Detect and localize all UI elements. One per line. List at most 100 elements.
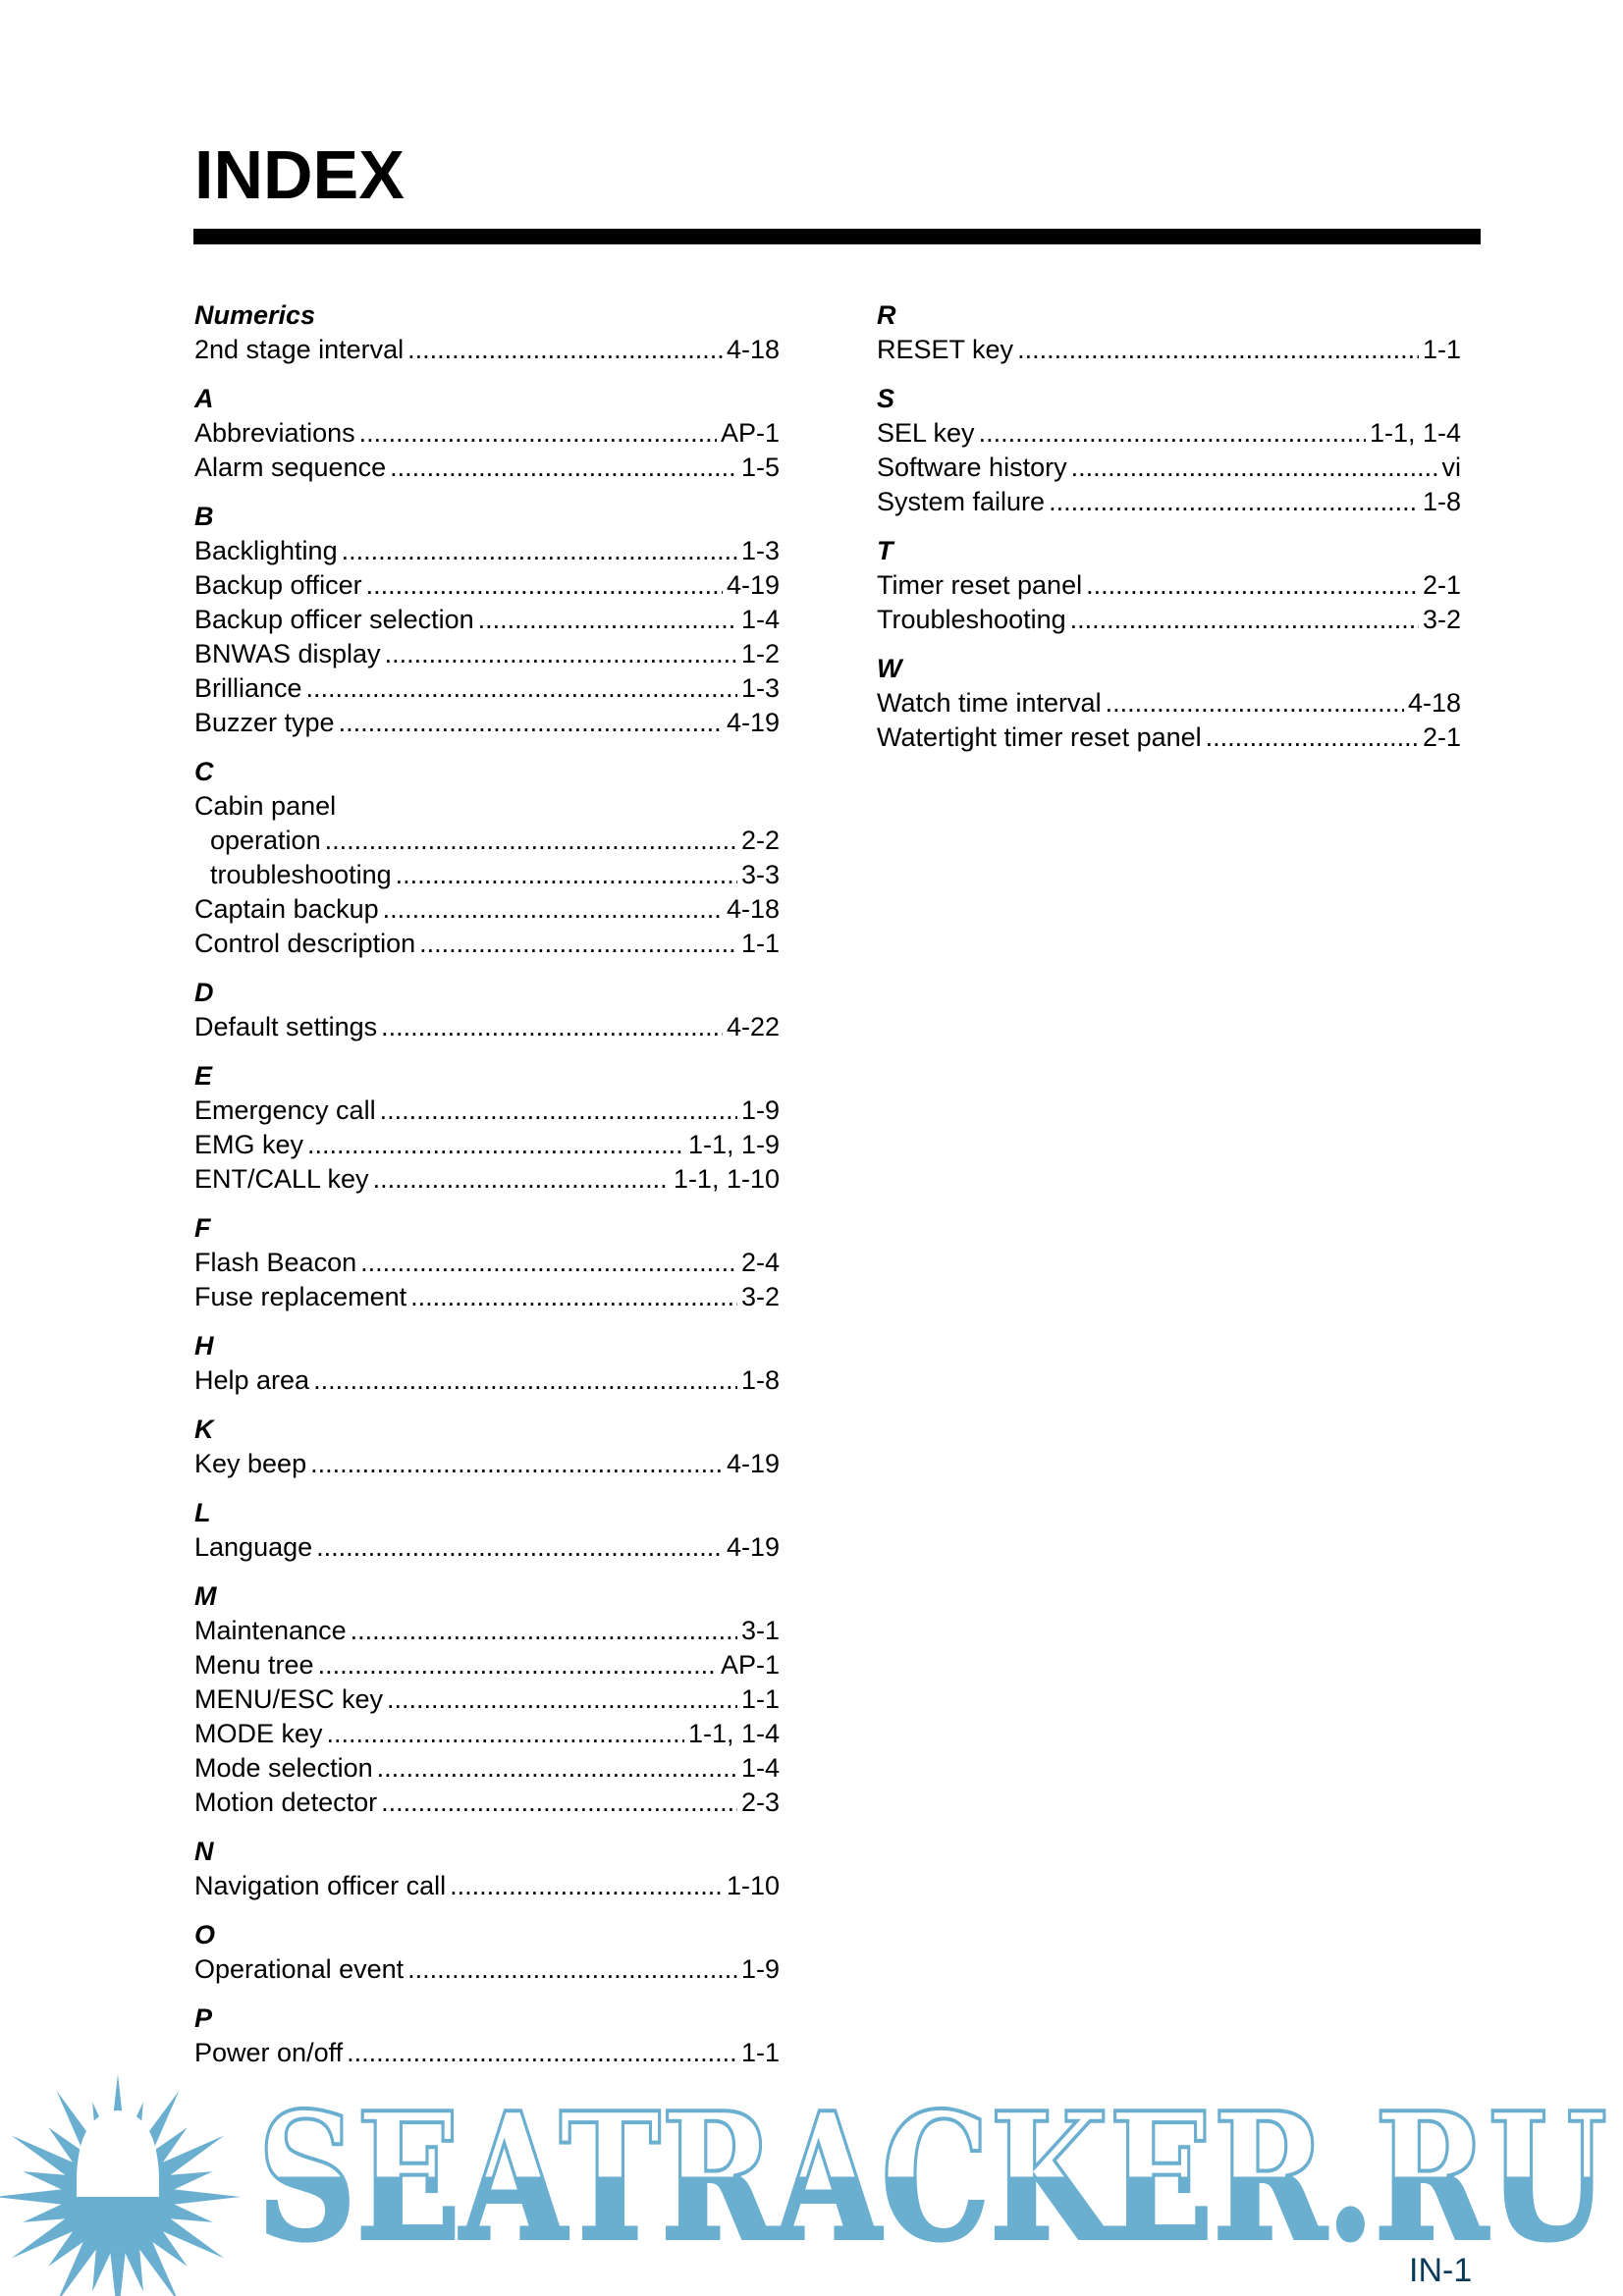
dot-leader [407, 333, 723, 367]
index-entry: Emergency call 1-9 [194, 1094, 780, 1128]
dot-leader [381, 1010, 723, 1044]
index-group: Numerics 2nd stage interval 4-18 [194, 298, 780, 367]
dot-leader [373, 1162, 670, 1197]
index-entry: Navigation officer call 1-10 [194, 1869, 780, 1903]
index-group: L Language 4-19 [194, 1496, 780, 1565]
index-letter-heading: F [194, 1213, 211, 1243]
index-letter-heading: N [194, 1837, 214, 1866]
dot-leader [325, 824, 737, 858]
index-page-ref: 4-19 [726, 570, 780, 600]
dot-leader [342, 534, 737, 568]
index-entry: BNWAS display 1-2 [194, 637, 780, 671]
index-term: Flash Beacon [194, 1248, 357, 1277]
index-term: Software history [877, 453, 1067, 482]
dot-leader [979, 416, 1366, 451]
index-entry: Watch time interval 4-18 [877, 686, 1461, 721]
index-letter-heading: B [194, 502, 214, 531]
index-entry: MENU/ESC key 1-1 [194, 1682, 780, 1717]
index-entry: Troubleshooting 3-2 [877, 603, 1461, 637]
dot-leader [1071, 451, 1438, 485]
index-page-ref: 4-19 [726, 708, 780, 737]
index-page-ref: 1-1 [740, 2038, 780, 2067]
index-page-ref: 1-1, 1-4 [1369, 418, 1461, 448]
dot-leader [1017, 333, 1419, 367]
dot-leader [1070, 603, 1419, 637]
index-page-ref: AP-1 [720, 1650, 780, 1680]
index-page-ref: 4-18 [1407, 688, 1461, 718]
index-group: H Help area 1-8 [194, 1329, 780, 1398]
index-page-ref: 1-1, 1-9 [687, 1130, 780, 1159]
dot-leader [327, 1717, 684, 1751]
index-term: MODE key [194, 1719, 323, 1748]
dot-leader [360, 1246, 737, 1280]
index-term: RESET key [877, 335, 1014, 364]
index-page-ref: 4-22 [726, 1012, 780, 1041]
index-entry: ENT/CALL key 1-1, 1-10 [194, 1162, 780, 1197]
index-page-ref: 2-1 [1422, 570, 1461, 600]
index-term: Buzzer type [194, 708, 335, 737]
index-entry: System failure 1-8 [877, 485, 1461, 519]
index-term: Motion detector [194, 1788, 378, 1817]
index-term: Key beep [194, 1449, 307, 1478]
index-term: System failure [877, 487, 1046, 516]
index-entry: Captain backup 4-18 [194, 892, 780, 927]
index-page-ref: 2-3 [740, 1788, 780, 1817]
index-page-ref: 4-18 [726, 335, 780, 364]
index-page-ref: 1-1, 1-4 [687, 1719, 780, 1748]
index-group: N Navigation officer call 1-10 [194, 1835, 780, 1903]
index-page-ref: 3-2 [1422, 605, 1461, 634]
index-page-ref: 1-4 [740, 605, 780, 634]
index-entry: Operational event 1-9 [194, 1952, 780, 1987]
index-letter-heading: C [194, 757, 214, 786]
dot-leader [396, 858, 737, 892]
index-entry: Software history vi [877, 451, 1461, 485]
index-page-ref: 2-4 [740, 1248, 780, 1277]
index-page-ref: 1-5 [740, 453, 780, 482]
dot-leader [387, 1682, 737, 1717]
dot-leader [410, 1280, 737, 1314]
index-entry: Timer reset panel 2-1 [877, 568, 1461, 603]
title-rule [193, 229, 1481, 244]
index-entry: Control description 1-1 [194, 927, 780, 961]
index-term: Maintenance [194, 1616, 347, 1645]
index-term: Watch time interval [877, 688, 1102, 718]
index-entry: 2nd stage interval 4-18 [194, 333, 780, 367]
dot-leader [366, 568, 723, 603]
index-term: Brilliance [194, 673, 302, 703]
index-term: Backup officer [194, 570, 362, 600]
index-letter-heading: D [194, 978, 214, 1007]
index-term: Emergency call [194, 1095, 376, 1125]
index-page-ref: AP-1 [720, 418, 780, 448]
dot-leader [1106, 686, 1404, 721]
index-page-ref: 2-1 [1422, 722, 1461, 752]
dot-leader [419, 927, 737, 961]
index-entry: Alarm sequence 1-5 [194, 451, 780, 485]
index-letter-heading: T [877, 536, 893, 565]
index-term: Power on/off [194, 2038, 344, 2067]
index-entry: Power on/off 1-1 [194, 2036, 780, 2070]
index-group: A Abbreviations AP-1 Alarm sequence 1-5 [194, 382, 780, 485]
index-entry: Brilliance 1-3 [194, 671, 780, 706]
index-term: Fuse replacement [194, 1282, 407, 1311]
index-entry: Help area 1-8 [194, 1363, 780, 1398]
index-term: Control description [194, 929, 416, 958]
index-letter-heading: M [194, 1581, 217, 1611]
dot-leader [306, 671, 737, 706]
index-page-ref: 3-2 [740, 1282, 780, 1311]
index-letter-heading: E [194, 1061, 213, 1091]
dot-leader [310, 1447, 723, 1481]
index-term: Backup officer selection [194, 605, 474, 634]
index-page-ref: 1-3 [740, 536, 780, 565]
index-entry: Mode selection 1-4 [194, 1751, 780, 1786]
index-letter-heading: R [877, 300, 896, 330]
index-page-ref: 1-3 [740, 673, 780, 703]
dot-leader [316, 1530, 723, 1565]
index-page-ref: 1-9 [740, 1095, 780, 1125]
index-term: Default settings [194, 1012, 378, 1041]
index-term: Cabin panel [194, 791, 337, 821]
index-term: Timer reset panel [877, 570, 1083, 600]
index-page-ref: 3-1 [740, 1616, 780, 1645]
index-entry: SEL key 1-1, 1-4 [877, 416, 1461, 451]
